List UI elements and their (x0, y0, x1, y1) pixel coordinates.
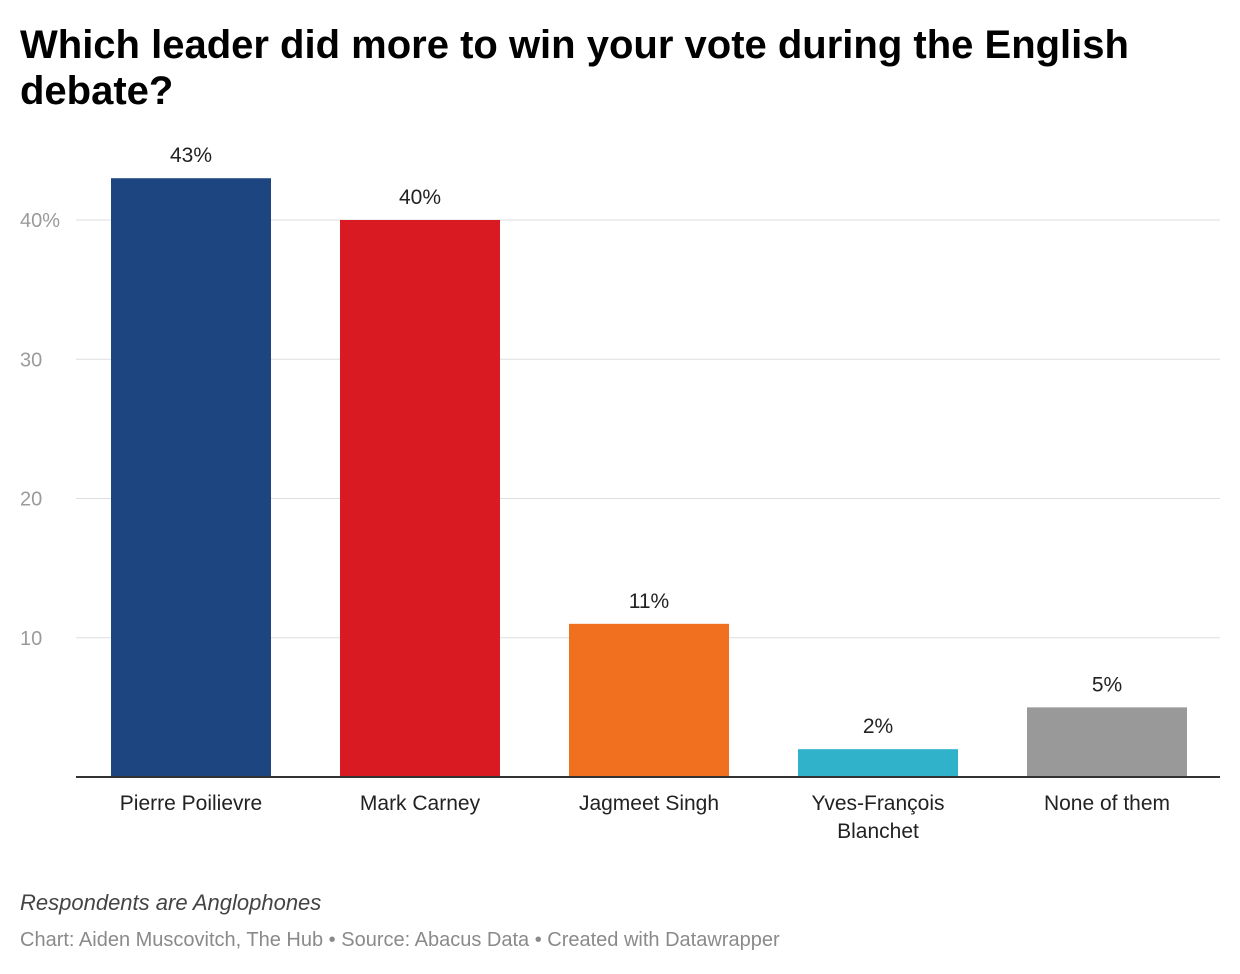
bar[interactable] (1027, 707, 1187, 777)
source-link[interactable]: Source: Abacus Data (341, 929, 530, 951)
y-tick-label: 20 (20, 489, 42, 511)
bar[interactable] (111, 178, 271, 778)
bar-chart: 10 20 30 40% 43% Pierre Poilievre 40% Mark Carn… (20, 144, 1220, 843)
bar-value-label: 2% (863, 715, 893, 738)
bar-value-label: 5% (1092, 673, 1122, 696)
datawrapper-link[interactable]: Created with Datawrapper (547, 929, 780, 951)
x-tick-label: Jagmeet Singh (579, 792, 719, 815)
chart-title: Which leader did more to win your vote d… (20, 23, 1129, 113)
chart-notes: Respondents are Anglophones (20, 890, 322, 915)
bar-value-label: 11% (629, 590, 669, 613)
x-tick-label: Pierre Poilievre (120, 792, 262, 815)
bar[interactable] (569, 623, 729, 777)
x-tick-label: Mark Carney (360, 792, 481, 815)
x-tick-label: None of them (1044, 792, 1170, 815)
bar[interactable] (340, 220, 500, 777)
chart-credit: Chart: Aiden Muscovitch, The Hub (20, 929, 324, 951)
chart-footer: Chart: Aiden Muscovitch, The Hub • Sourc… (20, 929, 780, 952)
bar-value-label: 43% (170, 144, 212, 167)
x-tick-label: Yves-François (811, 792, 944, 815)
y-tick-label: 10 (20, 628, 42, 650)
x-tick-label: Blanchet (837, 820, 919, 843)
footer-separator: • (529, 929, 548, 951)
bar[interactable] (798, 749, 958, 777)
y-tick-label: 30 (20, 349, 42, 371)
footer-separator: • (323, 929, 342, 951)
bar-value-label: 40% (399, 186, 441, 209)
y-tick-label: 40% (20, 210, 60, 232)
